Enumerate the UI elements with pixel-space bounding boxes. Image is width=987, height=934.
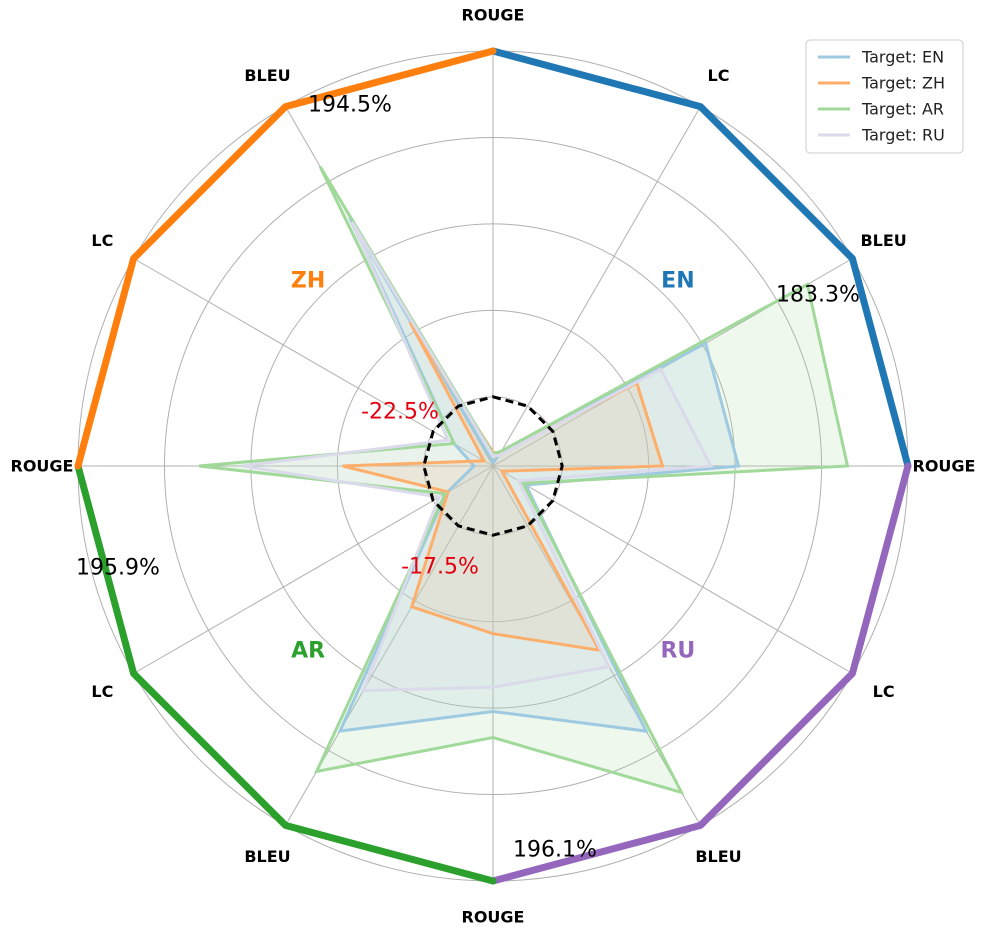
max-percentage-label: 196.1% — [513, 838, 597, 863]
group-arc-en — [489, 47, 912, 470]
axis-label: LC — [91, 231, 113, 250]
baseline-ring — [422, 395, 564, 537]
legend-entry: Target: EN — [861, 48, 944, 67]
baseline-dashed-ring — [422, 395, 564, 537]
group-label-ru: RU — [660, 638, 695, 663]
axis-label: BLEU — [860, 231, 906, 250]
group-label-ar: AR — [291, 638, 325, 663]
min-percentage-label: -22.5% — [361, 400, 439, 425]
axis-label: ROUGE — [11, 457, 74, 476]
series-fill — [340, 217, 739, 732]
series-fill — [342, 322, 663, 651]
axis-label: LC — [873, 682, 895, 701]
axis-label: LC — [708, 66, 730, 85]
axis-label: BLEU — [244, 66, 290, 85]
legend-box — [805, 39, 964, 154]
axis-label: BLEU — [695, 847, 741, 866]
axis-labels: ROUGE LC BLEU ROUGE LC BLEU ROUGE BLEU LC ROUGE LC… — [11, 6, 976, 927]
axis-label: ROUGE — [462, 908, 525, 927]
legend-entry: Target: ZH — [861, 74, 945, 93]
axis-label: BLEU — [244, 847, 290, 866]
group-arc-ar — [74, 462, 497, 885]
legend-entry: Target: RU — [861, 126, 945, 145]
min-percentage-label: -17.5% — [401, 555, 479, 580]
axis-label: LC — [91, 682, 113, 701]
max-percentage-label: 195.9% — [76, 556, 160, 581]
max-percentage-label: 183.3% — [776, 283, 860, 308]
axis-label: ROUGE — [913, 457, 976, 476]
legend: Target: EN Target: ZH Target: AR Target: RU — [805, 39, 964, 154]
group-arcs — [74, 47, 912, 885]
series-fill — [242, 221, 711, 691]
group-label-zh: ZH — [291, 269, 325, 294]
max-percentage-label: 194.5% — [308, 93, 392, 118]
group-label-en: EN — [661, 269, 694, 294]
series-lines — [198, 165, 850, 795]
axis-label: ROUGE — [462, 6, 525, 25]
series-line — [242, 221, 714, 693]
grid-spoke — [492, 106, 701, 467]
group-labels: EN RU AR ZH 183.3% 196.1% 195.9% 194.5% -22.5% -1… — [76, 93, 860, 863]
legend-entry: Target: AR — [861, 100, 944, 119]
series-line — [198, 165, 850, 795]
group-arc-zh — [74, 47, 497, 470]
group-arc-ru — [489, 462, 912, 885]
